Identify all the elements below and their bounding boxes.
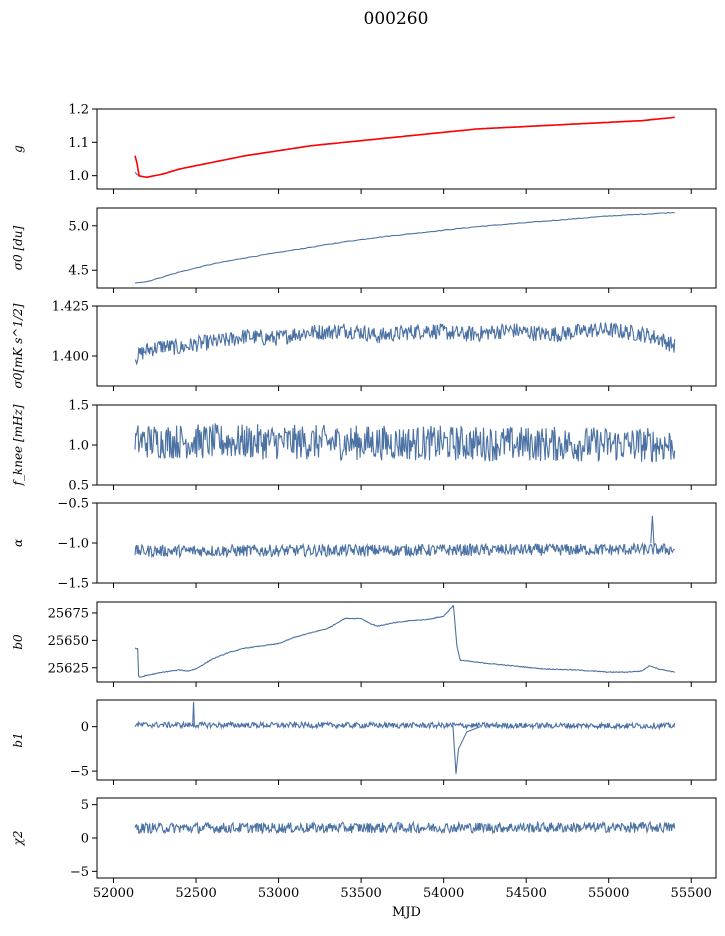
ylabel-b0: b0 — [11, 634, 25, 650]
xtick-label: 53000 — [258, 886, 299, 901]
subplot-sigma0-mk: 1.400 1.425 σ0[mK s^1/2] — [11, 300, 717, 391]
ylabel-sigma0-du: σ0 [du] — [11, 225, 25, 270]
ytick-label: 0 — [81, 832, 89, 847]
ytick-label: 1.0 — [68, 169, 89, 184]
ylabel-b1: b1 — [11, 732, 25, 747]
ytick-label: 1.0 — [68, 439, 89, 454]
axes-frame-b0 — [96, 601, 717, 683]
subplot-b1: −5 0 b1 — [11, 699, 717, 785]
ylabel-g: g — [11, 145, 25, 153]
xtick-label: 54500 — [505, 886, 546, 901]
ytick-label: 1.1 — [68, 136, 89, 151]
ytick-label: −5 — [70, 765, 89, 780]
series-line-sigma0-mk — [134, 322, 676, 366]
ytick-label: 1.5 — [68, 399, 89, 414]
ytick-label: 25650 — [48, 634, 89, 649]
series-line-b0 — [134, 604, 675, 678]
subplot-chi2: −5 0 5 52000 52500 53000 53500 54000 54500 55000 5… — [11, 797, 717, 920]
ylabel-fknee: f_knee [mHz] — [11, 404, 25, 486]
series-line-sigma0-du — [134, 211, 675, 284]
b1-dip — [452, 722, 481, 774]
ytick-label: −1.5 — [57, 577, 89, 592]
ytick-label: 5.0 — [68, 219, 89, 234]
xtick-label: 53500 — [340, 886, 381, 901]
series-line-alpha — [134, 541, 676, 559]
ylabel-alpha: α — [11, 539, 25, 547]
ytick-label: 1.2 — [68, 103, 89, 118]
axes-frame-b1 — [96, 699, 717, 781]
subplot-fknee: 0.5 1.0 1.5 f_knee [mHz] — [11, 399, 717, 494]
ytick-label: −1.0 — [57, 537, 89, 552]
subplot-sigma0-du: 4.5 5.0 σ0 [du] — [11, 207, 717, 293]
ytick-label: 1.400 — [52, 350, 89, 365]
xtick-label: 52000 — [93, 886, 134, 901]
ytick-label: 0.5 — [68, 479, 89, 494]
ytick-label: 1.425 — [52, 300, 89, 315]
subplot-b0: 25625 25650 25675 b0 — [11, 601, 717, 687]
xtick-label: 55000 — [588, 886, 629, 901]
axes-frame-sigma0-mk — [96, 305, 717, 387]
alpha-spike — [650, 515, 655, 548]
ytick-label: 4.5 — [68, 264, 89, 279]
series-line-chi2 — [134, 820, 676, 835]
ytick-label: −5 — [70, 865, 89, 880]
subplot-g: 1.0 1.1 1.2 g — [11, 103, 717, 194]
fit-line-g — [134, 116, 675, 179]
series-line-fknee — [134, 422, 676, 463]
series-line-g — [134, 116, 675, 178]
xtick-label: 52500 — [175, 886, 216, 901]
subplots: 1.0 1.1 1.2 g 4.5 5.0 σ0 [du] 1.400 1.425 σ0[mK s… — [11, 103, 717, 920]
ylabel-chi2: χ2 — [11, 831, 25, 847]
series-line-b1 — [134, 720, 676, 731]
axes-frame-alpha — [96, 502, 717, 584]
axes-frame-g — [96, 108, 717, 190]
xtick-label: 54000 — [423, 886, 464, 901]
ytick-label: 5 — [81, 798, 89, 813]
ylabel-sigma0-mk: σ0[mK s^1/2] — [11, 303, 25, 388]
axes-frame-chi2 — [96, 797, 717, 879]
ytick-label: 0 — [81, 720, 89, 735]
ytick-label: 25675 — [48, 606, 89, 621]
xtick-label: 55500 — [671, 886, 712, 901]
ytick-label: 25625 — [48, 661, 89, 676]
figure-title: 000260 — [364, 9, 429, 29]
subplot-alpha: −1.5 −1.0 −0.5 α — [11, 497, 717, 592]
ytick-label: −0.5 — [57, 497, 89, 512]
b1-spike — [192, 701, 195, 726]
axes-frame-sigma0-du — [96, 207, 717, 289]
xlabel: MJD — [392, 905, 421, 920]
